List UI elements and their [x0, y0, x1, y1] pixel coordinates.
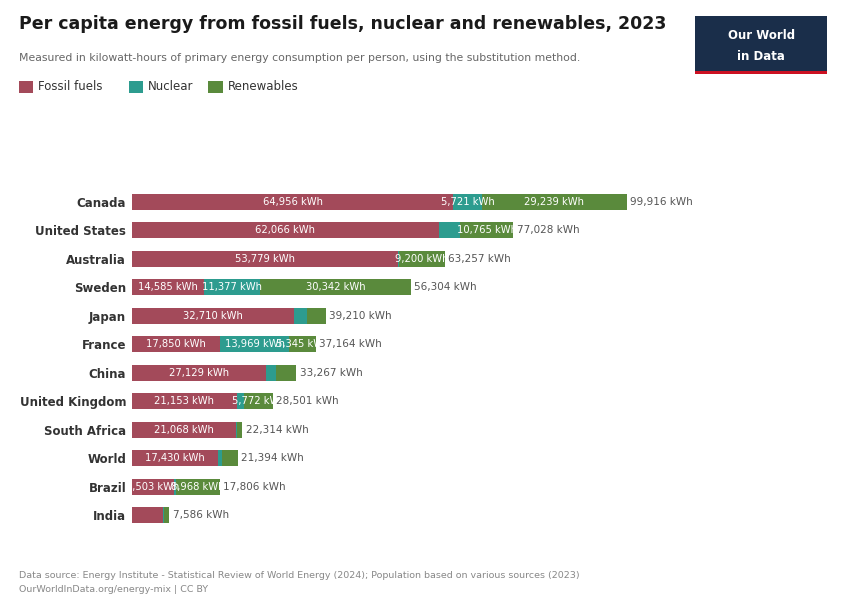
- Bar: [453, 194, 482, 209]
- Text: 37,164 kWh: 37,164 kWh: [320, 339, 382, 349]
- Text: Nuclear: Nuclear: [148, 80, 194, 94]
- Bar: [294, 308, 308, 323]
- Text: 21,153 kWh: 21,153 kWh: [154, 396, 214, 406]
- Text: 56,304 kWh: 56,304 kWh: [414, 282, 477, 292]
- Bar: [308, 308, 326, 323]
- Bar: [222, 451, 238, 466]
- Text: Our World: Our World: [728, 29, 795, 42]
- Text: 10,765 kWh: 10,765 kWh: [456, 225, 517, 235]
- Text: 17,850 kWh: 17,850 kWh: [146, 339, 206, 349]
- Text: 22,314 kWh: 22,314 kWh: [246, 425, 309, 435]
- Bar: [132, 223, 439, 238]
- Text: 7,586 kWh: 7,586 kWh: [173, 511, 229, 520]
- Bar: [132, 308, 294, 323]
- Bar: [400, 251, 445, 266]
- Text: Per capita energy from fossil fuels, nuclear and renewables, 2023: Per capita energy from fossil fuels, nuc…: [19, 15, 666, 33]
- Text: Fossil fuels: Fossil fuels: [38, 80, 103, 94]
- Bar: [439, 223, 460, 238]
- Text: 14,585 kWh: 14,585 kWh: [138, 282, 198, 292]
- Text: 29,239 kWh: 29,239 kWh: [524, 197, 584, 206]
- Bar: [482, 194, 626, 209]
- Bar: [132, 422, 236, 437]
- Bar: [266, 365, 276, 380]
- Text: 39,210 kWh: 39,210 kWh: [330, 311, 392, 321]
- Bar: [204, 280, 260, 295]
- Bar: [289, 337, 316, 352]
- Text: 5,345 kWh: 5,345 kWh: [275, 339, 329, 349]
- Bar: [132, 337, 220, 352]
- Text: 8,503 kWh: 8,503 kWh: [126, 482, 179, 492]
- Bar: [132, 194, 453, 209]
- Bar: [218, 451, 222, 466]
- Text: 5,772 kWh: 5,772 kWh: [232, 396, 286, 406]
- Text: Data source: Energy Institute - Statistical Review of World Energy (2024); Popul: Data source: Energy Institute - Statisti…: [19, 571, 580, 580]
- Bar: [260, 280, 411, 295]
- Text: 21,394 kWh: 21,394 kWh: [241, 453, 304, 463]
- Text: 33,267 kWh: 33,267 kWh: [300, 368, 363, 378]
- Text: 5,721 kWh: 5,721 kWh: [440, 197, 495, 206]
- Bar: [132, 451, 218, 466]
- Text: 30,342 kWh: 30,342 kWh: [306, 282, 366, 292]
- Text: Measured in kilowatt-hours of primary energy consumption per person, using the s: Measured in kilowatt-hours of primary en…: [19, 53, 580, 63]
- Bar: [398, 251, 399, 266]
- Text: in Data: in Data: [737, 50, 785, 64]
- Text: 13,969 kWh: 13,969 kWh: [224, 339, 285, 349]
- Text: 8,968 kWh: 8,968 kWh: [171, 482, 224, 492]
- Bar: [132, 394, 236, 409]
- Bar: [164, 508, 169, 523]
- Text: 32,710 kWh: 32,710 kWh: [183, 311, 243, 321]
- Text: 17,806 kWh: 17,806 kWh: [224, 482, 286, 492]
- Text: 21,068 kWh: 21,068 kWh: [154, 425, 214, 435]
- Bar: [236, 394, 244, 409]
- Text: 63,257 kWh: 63,257 kWh: [449, 254, 511, 264]
- Bar: [460, 223, 513, 238]
- Text: OurWorldInData.org/energy-mix | CC BY: OurWorldInData.org/energy-mix | CC BY: [19, 585, 207, 594]
- Bar: [132, 479, 174, 494]
- Text: 17,430 kWh: 17,430 kWh: [145, 453, 205, 463]
- Bar: [132, 251, 398, 266]
- Text: 62,066 kWh: 62,066 kWh: [256, 225, 315, 235]
- Bar: [237, 422, 242, 437]
- Text: 9,200 kWh: 9,200 kWh: [395, 254, 449, 264]
- Bar: [132, 365, 266, 380]
- Bar: [132, 280, 204, 295]
- Bar: [244, 394, 273, 409]
- Bar: [132, 508, 163, 523]
- Text: 28,501 kWh: 28,501 kWh: [276, 396, 339, 406]
- Bar: [174, 479, 175, 494]
- Text: 27,129 kWh: 27,129 kWh: [169, 368, 229, 378]
- Text: 11,377 kWh: 11,377 kWh: [202, 282, 262, 292]
- Text: Renewables: Renewables: [228, 80, 298, 94]
- Text: 77,028 kWh: 77,028 kWh: [517, 225, 580, 235]
- Bar: [276, 365, 297, 380]
- Text: 99,916 kWh: 99,916 kWh: [630, 197, 693, 206]
- Bar: [220, 337, 289, 352]
- Text: 64,956 kWh: 64,956 kWh: [263, 197, 323, 206]
- Bar: [163, 508, 164, 523]
- Bar: [175, 479, 220, 494]
- Text: 53,779 kWh: 53,779 kWh: [235, 254, 295, 264]
